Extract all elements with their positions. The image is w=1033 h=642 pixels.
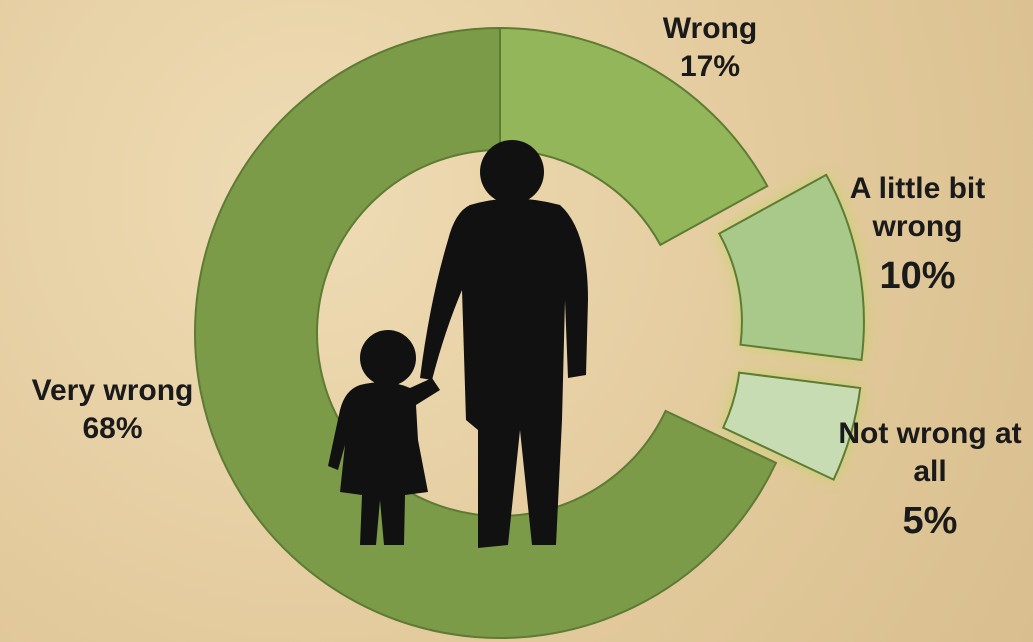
value-label: 5% bbox=[902, 500, 958, 542]
value-label: 10% bbox=[879, 255, 956, 297]
category-label: A little bit wrong bbox=[849, 172, 986, 243]
slice-label: Very wrong 68% bbox=[0, 372, 225, 447]
slice bbox=[717, 173, 865, 362]
slice-label: Not wrong at all 5% bbox=[830, 415, 1030, 546]
category-label: Wrong bbox=[662, 12, 758, 45]
slice-label: Wrong 17% bbox=[625, 10, 795, 85]
slice bbox=[499, 26, 769, 247]
slice bbox=[721, 371, 862, 481]
silhouette bbox=[328, 140, 588, 548]
value-label: 17% bbox=[679, 49, 741, 83]
slice-label: A little bit wrong 10% bbox=[825, 170, 1010, 301]
value-label: 68% bbox=[82, 411, 143, 445]
category-label: Very wrong bbox=[31, 374, 194, 407]
category-label: Not wrong at all bbox=[838, 417, 1022, 488]
slice bbox=[194, 26, 778, 639]
